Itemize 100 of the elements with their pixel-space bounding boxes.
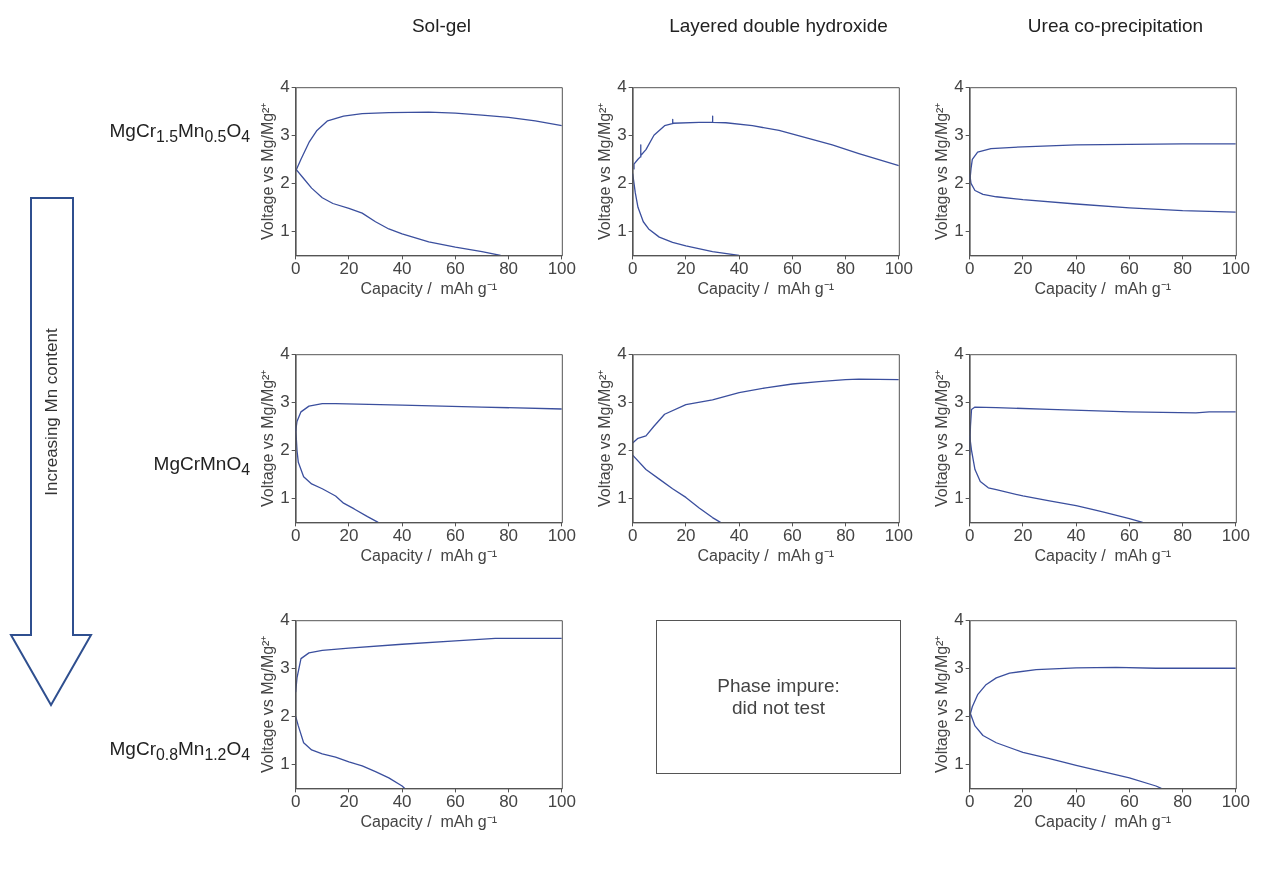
x-tick-label: 60: [782, 259, 802, 279]
x-tick-label: 60: [1119, 526, 1139, 546]
y-tick-label: 2: [954, 706, 964, 725]
y-tick-label: 3: [954, 657, 964, 677]
y-axis-title: Voltage vs Mg/Mg²⁺: [596, 369, 614, 508]
x-tick-label: 80: [836, 526, 856, 546]
y-tick-label: 3: [280, 657, 290, 677]
y-axis-title: Voltage vs Mg/Mg²⁺: [933, 635, 951, 774]
x-tick-label: 100: [884, 526, 914, 546]
chart-title: Layered double hydroxide: [668, 15, 889, 37]
y-tick-label: 4: [617, 76, 627, 96]
y-axis-title: Voltage vs Mg/Mg²⁺: [596, 102, 614, 241]
x-axis-title: Capacity / mAh g⁻¹: [360, 546, 498, 564]
x-tick-label: 20: [339, 526, 359, 546]
y-tick-label: 2: [954, 440, 964, 459]
x-tick-label: 60: [445, 792, 465, 812]
y-axis-title: Voltage vs Mg/Mg²⁺: [259, 635, 277, 774]
x-tick-label: 0: [964, 526, 975, 546]
x-tick-label: 20: [339, 792, 359, 812]
x-tick-label: 0: [627, 526, 638, 546]
text: MgCr$_{0.8}$Mn$_{1.2}$O$_{4}$: [108, 738, 250, 764]
y-tick-label: 1: [954, 488, 964, 508]
x-tick-label: 80: [1173, 792, 1193, 812]
y-tick-label: 4: [617, 343, 627, 363]
x-tick-label: 100: [1221, 526, 1251, 546]
x-tick-label: 100: [1221, 792, 1251, 812]
x-tick-label: 0: [964, 792, 975, 812]
x-tick-label: 60: [782, 526, 802, 546]
y-tick-label: 4: [954, 343, 964, 363]
y-tick-label: 2: [954, 173, 964, 192]
x-axis-title: Capacity / mAh g⁻¹: [360, 279, 498, 297]
x-tick-label: 80: [499, 792, 519, 812]
x-axis-title: Capacity / mAh g⁻¹: [1034, 546, 1172, 564]
x-tick-label: 80: [836, 259, 856, 279]
x-tick-label: 80: [499, 526, 519, 546]
x-tick-label: 0: [290, 259, 301, 279]
x-tick-label: 80: [1173, 526, 1193, 546]
x-tick-label: 100: [547, 259, 577, 279]
y-tick-label: 3: [954, 391, 964, 411]
y-tick-label: 1: [954, 221, 964, 241]
text: MgCrMnO$_{4}$: [153, 453, 250, 478]
y-tick-label: 1: [280, 221, 290, 241]
y-axis-title: Voltage vs Mg/Mg²⁺: [259, 369, 277, 508]
x-tick-label: 40: [392, 792, 412, 812]
x-tick-label: 0: [627, 259, 638, 279]
x-tick-label: 40: [1066, 792, 1086, 812]
x-axis-title: Capacity / mAh g⁻¹: [1034, 812, 1172, 830]
y-tick-label: 2: [280, 440, 290, 459]
text: Phase impure: did not test: [656, 620, 901, 774]
x-axis-title: Capacity / mAh g⁻¹: [1034, 279, 1172, 297]
y-tick-label: 1: [954, 754, 964, 774]
x-tick-label: 100: [1221, 259, 1251, 279]
y-axis-title: Voltage vs Mg/Mg²⁺: [259, 102, 277, 241]
x-tick-label: 40: [1066, 526, 1086, 546]
x-tick-label: 60: [445, 526, 465, 546]
x-tick-label: 20: [676, 259, 696, 279]
text: Increasing Mn content: [42, 328, 62, 496]
x-tick-label: 20: [676, 526, 696, 546]
x-tick-label: 40: [729, 526, 749, 546]
x-tick-label: 40: [392, 526, 412, 546]
x-axis-title: Capacity / mAh g⁻¹: [697, 546, 835, 564]
y-tick-label: 3: [617, 124, 627, 144]
y-tick-label: 4: [280, 609, 290, 629]
y-tick-label: 4: [954, 609, 964, 629]
x-tick-label: 20: [339, 259, 359, 279]
y-tick-label: 2: [280, 706, 290, 725]
y-tick-label: 4: [280, 76, 290, 96]
y-axis-title: Voltage vs Mg/Mg²⁺: [933, 369, 951, 508]
y-axis-title: Voltage vs Mg/Mg²⁺: [933, 102, 951, 241]
x-tick-label: 0: [290, 792, 301, 812]
x-tick-label: 60: [1119, 792, 1139, 812]
y-tick-label: 4: [280, 343, 290, 363]
y-tick-label: 2: [617, 173, 627, 192]
y-tick-label: 4: [954, 76, 964, 96]
x-axis-title: Capacity / mAh g⁻¹: [360, 812, 498, 830]
y-tick-label: 3: [280, 124, 290, 144]
x-tick-label: 60: [445, 259, 465, 279]
x-tick-label: 60: [1119, 259, 1139, 279]
y-tick-label: 2: [280, 173, 290, 192]
y-tick-label: 1: [280, 754, 290, 774]
text: MgCr$_{1.5}$Mn$_{0.5}$O$_{4}$: [108, 120, 250, 146]
y-tick-label: 3: [617, 391, 627, 411]
x-tick-label: 40: [392, 259, 412, 279]
y-tick-label: 3: [280, 391, 290, 411]
chart-title: Sol-gel: [410, 15, 473, 37]
y-tick-label: 1: [617, 488, 627, 508]
x-tick-label: 100: [547, 526, 577, 546]
x-tick-label: 20: [1013, 259, 1033, 279]
x-tick-label: 80: [499, 259, 519, 279]
x-tick-label: 40: [729, 259, 749, 279]
y-tick-label: 2: [617, 440, 627, 459]
y-tick-label: 1: [280, 488, 290, 508]
x-tick-label: 80: [1173, 259, 1193, 279]
chart-title: Urea co-precipitation: [1026, 15, 1205, 37]
x-tick-label: 20: [1013, 526, 1033, 546]
x-tick-label: 40: [1066, 259, 1086, 279]
x-axis-title: Capacity / mAh g⁻¹: [697, 279, 835, 297]
x-tick-label: 100: [547, 792, 577, 812]
x-tick-label: 0: [964, 259, 975, 279]
x-tick-label: 0: [290, 526, 301, 546]
